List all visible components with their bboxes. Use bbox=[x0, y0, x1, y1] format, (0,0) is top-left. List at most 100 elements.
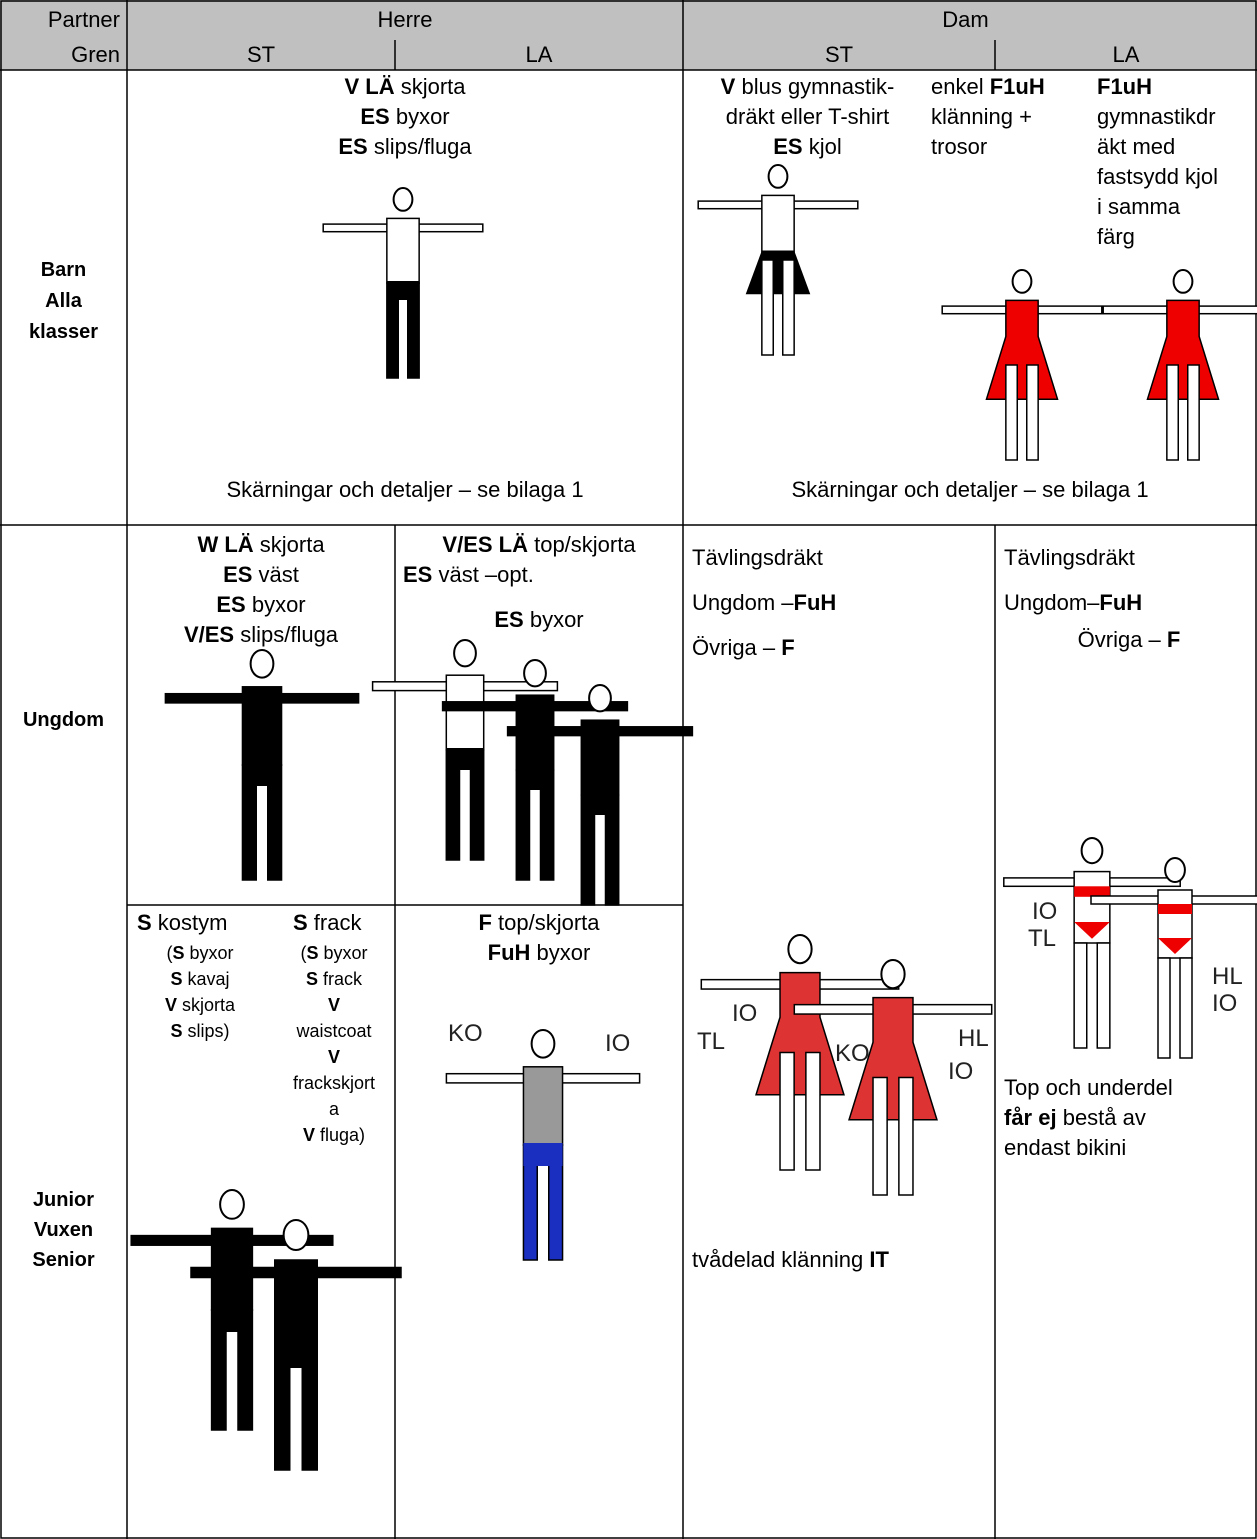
figure-part bbox=[1157, 957, 1171, 1059]
text-line: Övriga – F bbox=[1004, 625, 1254, 655]
text-run: tvådelad klänning bbox=[692, 1247, 870, 1272]
text-run: ES bbox=[216, 592, 246, 617]
text-line: färg bbox=[1097, 222, 1257, 252]
text-run: slips/fluga bbox=[234, 622, 339, 647]
text-run: klasser bbox=[29, 321, 98, 343]
text-run: enkel bbox=[931, 74, 990, 99]
figure-part bbox=[249, 649, 275, 679]
text-run: trosor bbox=[931, 134, 988, 159]
figure-part bbox=[805, 1051, 821, 1171]
text-line: Top och underdel bbox=[1004, 1073, 1254, 1103]
text-run: S bbox=[306, 943, 319, 963]
text-line: V skjorta bbox=[135, 992, 265, 1018]
text-run: gymnastikdr bbox=[1097, 104, 1216, 129]
text-run: frackskjort bbox=[292, 1073, 375, 1093]
text-run: V/ES bbox=[183, 622, 235, 647]
text-run: W LÄ bbox=[197, 532, 254, 557]
text-run: V bbox=[720, 74, 736, 99]
text-run: får ej bbox=[1004, 1105, 1057, 1130]
text-line: Senior bbox=[0, 1245, 127, 1275]
figure-part bbox=[1158, 904, 1192, 914]
text-block: V blus gymnastik-dräkt eller T-shirt ES k… bbox=[690, 72, 925, 162]
text-run: ( bbox=[300, 943, 307, 963]
text-block: W LÄ skjorta ES väst ES byxor V/ES slips/fl… bbox=[127, 530, 395, 650]
figure-label: HL bbox=[1212, 963, 1243, 990]
text-run: F1uH bbox=[1097, 74, 1152, 99]
text-run: S bbox=[137, 910, 152, 935]
text-run: dräkt eller T-shirt bbox=[725, 104, 890, 129]
text-run: ES bbox=[338, 134, 368, 159]
text-line: S frack bbox=[272, 966, 396, 992]
text-run: i samma bbox=[1097, 194, 1181, 219]
figure-part bbox=[848, 996, 938, 1121]
text-run: S bbox=[293, 910, 308, 935]
figure-part bbox=[1011, 269, 1033, 294]
text-run: waistcoat bbox=[296, 1021, 372, 1041]
text-run: F bbox=[1166, 627, 1181, 652]
text-run: ES bbox=[223, 562, 253, 587]
figure-label: KO bbox=[448, 1020, 483, 1047]
figure-part bbox=[761, 194, 795, 261]
text-run: frack bbox=[318, 969, 363, 989]
text-block: Barn Alla klasser bbox=[0, 255, 127, 348]
text-line: S kostym bbox=[137, 908, 277, 938]
text-run: Senior bbox=[32, 1249, 95, 1271]
text-line: klänning + bbox=[931, 102, 1091, 132]
text-block: V/ES LÄ top/skjorta bbox=[395, 530, 683, 560]
text-line: S slips) bbox=[135, 1018, 265, 1044]
text-line: ES byxor bbox=[395, 605, 683, 635]
text-run: Ungdom bbox=[22, 709, 105, 731]
figure-part bbox=[898, 1076, 914, 1196]
text-run: V/ES LÄ bbox=[442, 532, 528, 557]
text-run: kavaj bbox=[182, 969, 230, 989]
text-line: Skärningar och detaljer – se bilaga 1 bbox=[127, 475, 683, 505]
text-run: väst –opt. bbox=[432, 562, 534, 587]
text-run: bestå av bbox=[1056, 1105, 1146, 1130]
text-block: Top och underdel får ej bestå av endast bi… bbox=[1004, 1073, 1254, 1163]
figure-label: IO bbox=[732, 1000, 758, 1027]
text-run: F1uH bbox=[989, 74, 1045, 99]
text-line: (S byxor bbox=[272, 940, 396, 966]
figure-part bbox=[581, 793, 619, 815]
header-bg bbox=[0, 0, 1257, 70]
text-run: S bbox=[172, 943, 185, 963]
text-line: W LÄ skjorta bbox=[127, 530, 395, 560]
text-block: F top/skjorta FuH byxor bbox=[395, 908, 683, 968]
figure-label: TL bbox=[1028, 925, 1057, 952]
figure-part bbox=[1187, 364, 1200, 461]
figure-part bbox=[523, 659, 547, 688]
text-line: V/ES slips/fluga bbox=[127, 620, 395, 650]
text-run: S bbox=[170, 1021, 183, 1041]
text-run: Ungdom – bbox=[692, 590, 794, 615]
figure-part bbox=[241, 686, 283, 766]
text-run: skjorta bbox=[176, 995, 236, 1015]
text-run: byxor bbox=[530, 940, 591, 965]
text-run: äkt med bbox=[1097, 134, 1176, 159]
text-run: Tävlingsdräkt bbox=[692, 545, 823, 570]
text-run: byxor bbox=[184, 943, 234, 963]
figure-part bbox=[761, 259, 774, 356]
text-line: a bbox=[272, 1096, 396, 1122]
text-block: Tävlingsdräkt Ungdom–FuH bbox=[1004, 535, 1254, 625]
text-block: Övriga – F bbox=[1004, 625, 1254, 655]
header-herre: Herre bbox=[377, 7, 433, 32]
figure-part bbox=[1179, 957, 1193, 1059]
figure-part bbox=[274, 1259, 318, 1346]
figure-part bbox=[1158, 938, 1192, 954]
figure-part bbox=[1005, 364, 1018, 461]
figure-part bbox=[1172, 269, 1194, 294]
figure-part bbox=[211, 1308, 253, 1332]
figure-label: IO bbox=[1032, 898, 1058, 925]
figure-part bbox=[274, 1343, 318, 1368]
text-line: Ungdom –FuH bbox=[692, 580, 992, 625]
text-run: top/skjorta bbox=[491, 910, 600, 935]
text-run: blus gymnastik- bbox=[735, 74, 895, 99]
text-run: slips) bbox=[182, 1021, 230, 1041]
header-gren: Gren bbox=[71, 42, 120, 67]
figure-label: TL bbox=[697, 1028, 726, 1055]
text-run: FuH bbox=[487, 940, 531, 965]
text-run: ES bbox=[360, 104, 390, 129]
figure-part bbox=[1166, 364, 1179, 461]
